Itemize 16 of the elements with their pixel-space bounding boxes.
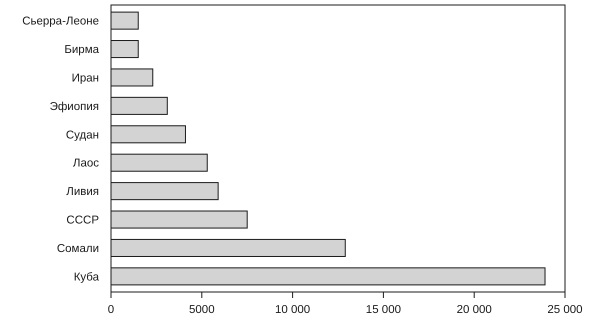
x-tick-label: 5000 (189, 304, 215, 316)
x-tick-label: 10 000 (275, 304, 310, 316)
x-tick-label: 25 000 (547, 304, 583, 316)
y-tick-label: Сомали (56, 242, 99, 255)
y-tick-label: Иран (72, 72, 99, 84)
x-tick-label: 15 000 (366, 304, 401, 316)
x-tick-label: 0 (108, 304, 114, 316)
x-tick-label: 20 000 (456, 304, 492, 316)
y-tick-label: Лаос (72, 158, 100, 170)
y-tick-label: Ливия (66, 186, 99, 198)
y-tick-label: СССР (66, 214, 100, 227)
y-tick-label: Сьерра-Леоне (22, 16, 99, 28)
y-tick-label: Судан (66, 129, 99, 142)
y-tick-label: Эфиопия (50, 100, 99, 113)
y-tick-label: Бирма (64, 44, 100, 56)
y-tick-label: Куба (74, 271, 100, 284)
